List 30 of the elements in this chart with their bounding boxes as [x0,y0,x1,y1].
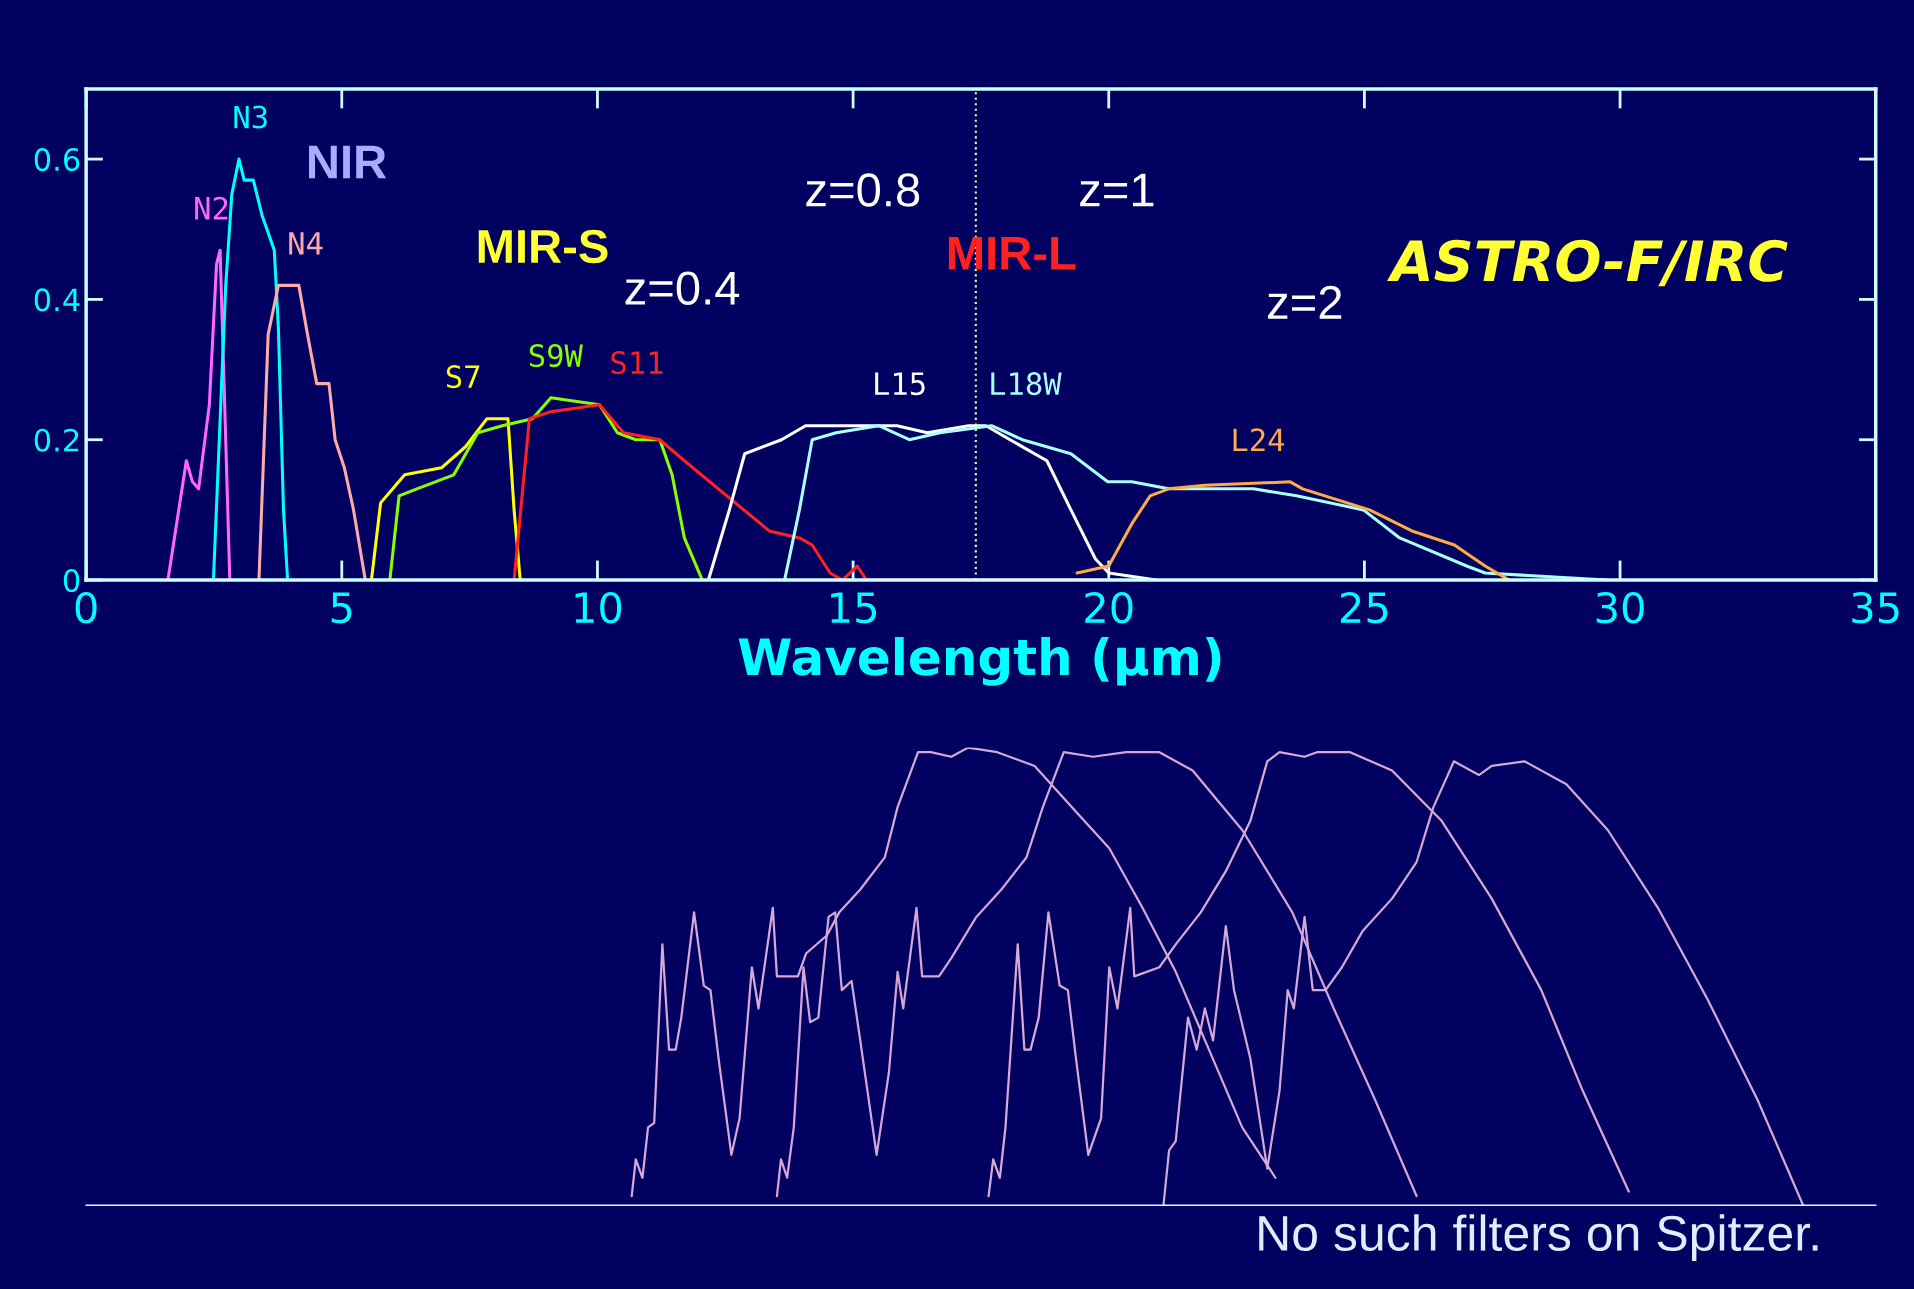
x-tick-label: 30 [1596,591,1644,624]
series-label: S11 [611,351,663,375]
text: ASTRO-F/IRC [1387,239,1788,287]
annotation: MIR-S [478,229,608,264]
x-tick-label: 5 [331,592,352,624]
series-label: L24 [1233,428,1285,451]
series-label: S9W [529,344,583,368]
y-tick-label: 0 [63,568,80,593]
x-tick-label: 20 [1085,591,1133,624]
annotation: NIR [309,145,387,179]
series-label: N4 [289,232,323,255]
y-tick-label: 0.2 [34,428,79,452]
annotation: z=1 [1080,173,1154,207]
annotation: z=0.8 [806,173,920,207]
series-label: L15 [875,372,925,396]
x-tick-label: 25 [1340,591,1388,624]
x-tick-label: 10 [575,591,622,624]
annotation: z=2 [1268,285,1342,319]
series-label: N3 [234,105,267,129]
y-tick-label: 0.4 [34,288,80,312]
series-label: N2 [195,196,228,220]
x-tick-label: 35 [1852,591,1899,624]
x-tick-label: 15 [831,592,876,624]
text: No such filters on Spitzer. [1259,1214,1818,1261]
series-label: S7 [446,365,480,389]
annotation: MIR-L [948,237,1076,270]
series-label: L18W [991,372,1062,396]
x-axis-title: Wavelength (µm) [738,637,1221,686]
annotation: z=0.4 [625,271,740,305]
y-tick-label: 0.6 [34,148,80,172]
